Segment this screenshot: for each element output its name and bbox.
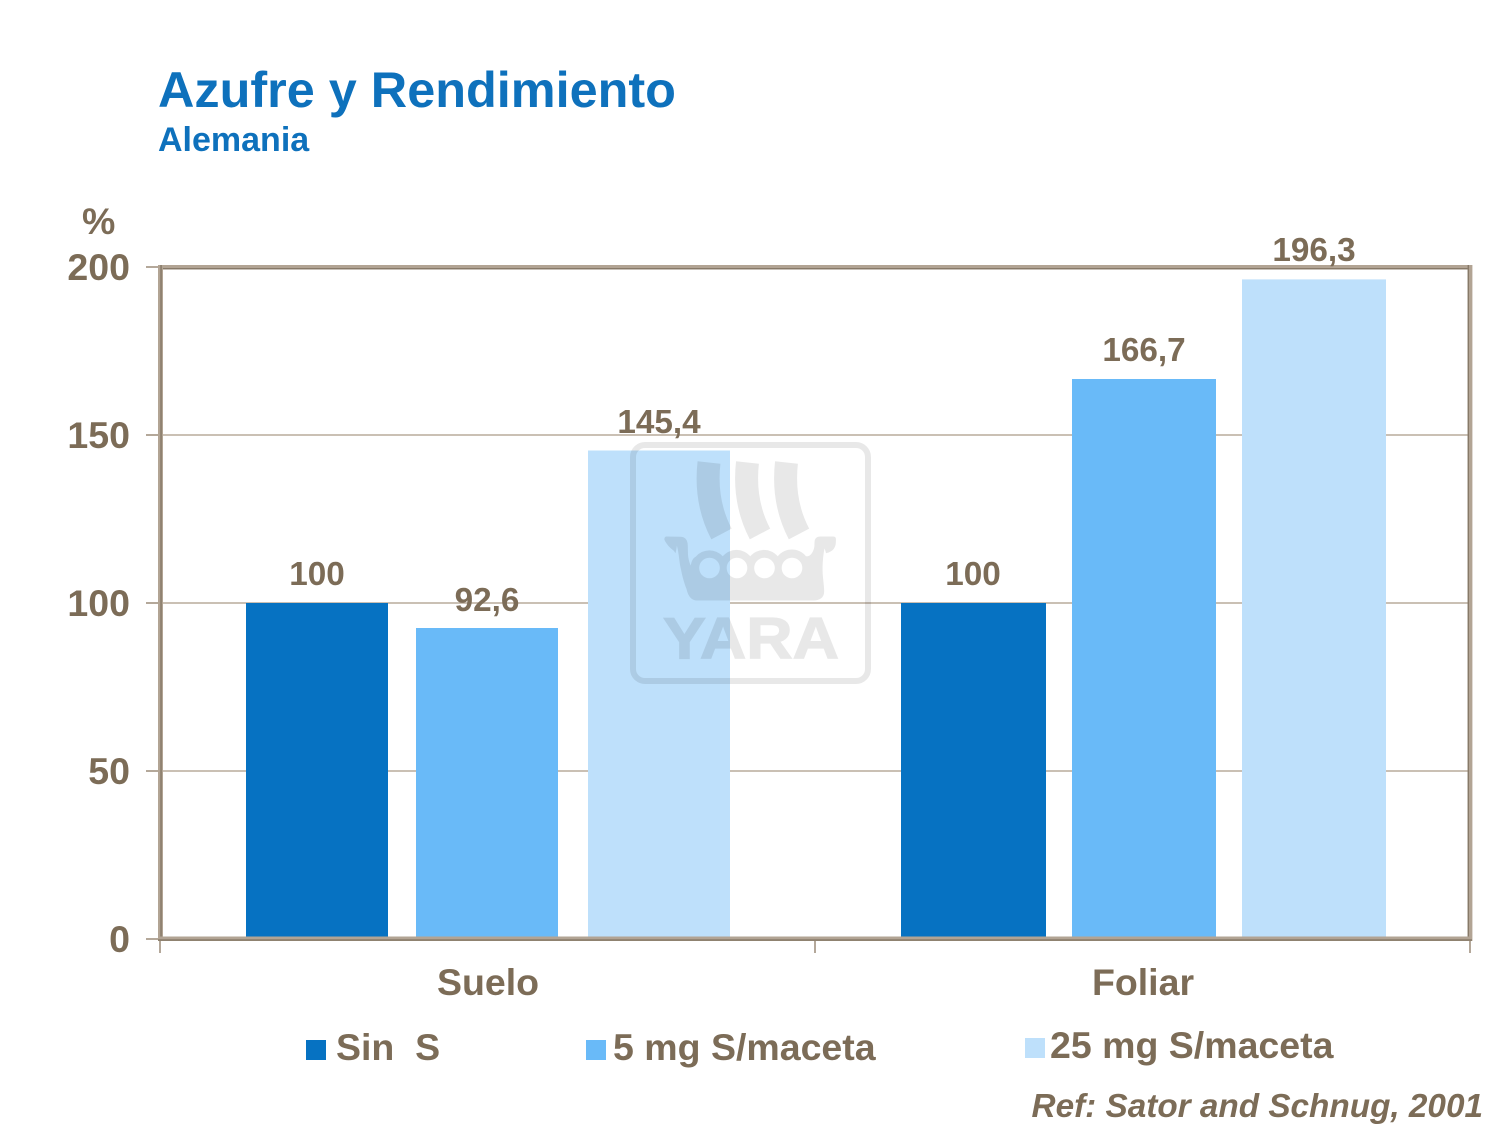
- svg-text:YARA: YARA: [663, 607, 839, 672]
- svg-text:100: 100: [945, 556, 1001, 593]
- svg-text:Alemania: Alemania: [158, 121, 310, 159]
- svg-text:Suelo: Suelo: [437, 961, 539, 1003]
- svg-text:%: %: [82, 200, 115, 242]
- svg-text:100: 100: [289, 556, 345, 593]
- svg-text:Azufre y Rendimiento: Azufre y Rendimiento: [158, 61, 676, 118]
- svg-text:92,6: 92,6: [455, 582, 520, 619]
- svg-text:5 mg S/maceta: 5 mg S/maceta: [613, 1026, 877, 1068]
- svg-text:200: 200: [67, 246, 130, 288]
- svg-text:150: 150: [67, 414, 130, 456]
- svg-text:100: 100: [67, 582, 130, 624]
- svg-text:Sin S: Sin S: [336, 1026, 440, 1068]
- svg-text:Foliar: Foliar: [1092, 961, 1195, 1003]
- svg-text:196,3: 196,3: [1272, 232, 1355, 269]
- svg-text:145,4: 145,4: [617, 404, 701, 441]
- svg-text:50: 50: [88, 750, 130, 792]
- svg-text:166,7: 166,7: [1102, 332, 1185, 369]
- svg-text:25 mg S/maceta: 25 mg S/maceta: [1050, 1024, 1335, 1066]
- svg-text:0: 0: [109, 918, 130, 960]
- svg-text:Ref: Sator and Schnug, 2001: Ref: Sator and Schnug, 2001: [1032, 1088, 1483, 1125]
